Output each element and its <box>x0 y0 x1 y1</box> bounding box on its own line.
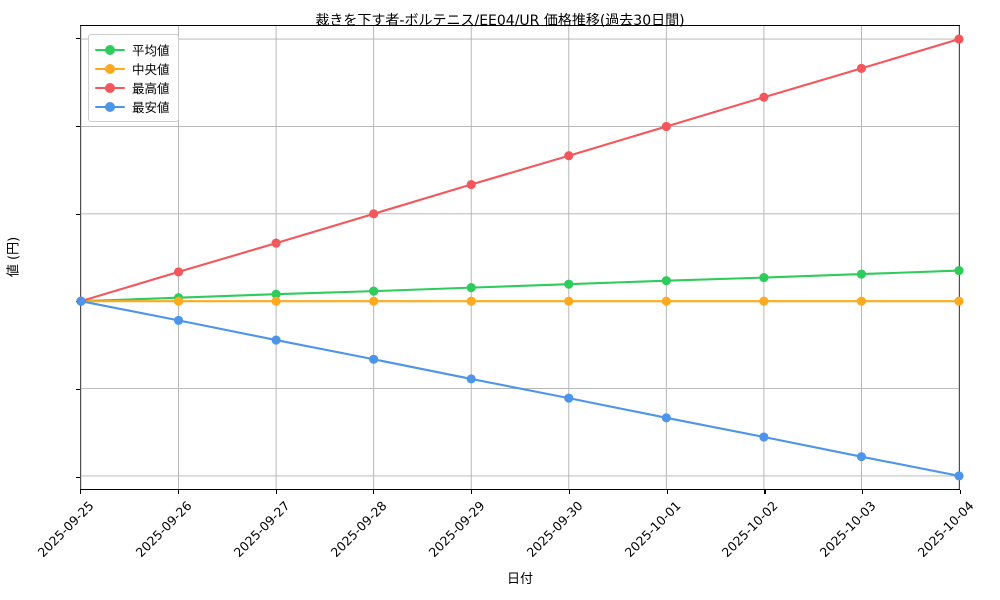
data-point-marker <box>173 296 184 306</box>
legend-swatch-icon <box>95 81 125 95</box>
legend-label: 最安値 <box>132 100 170 115</box>
y-axis-tick-mark <box>76 476 80 478</box>
data-point-marker <box>856 269 867 279</box>
data-point-marker <box>271 238 281 248</box>
data-point-marker <box>954 471 964 481</box>
series-line <box>79 269 961 303</box>
x-axis-tick-mark <box>177 490 179 494</box>
x-axis-tick-mark <box>275 490 277 494</box>
data-point-marker <box>856 452 867 462</box>
x-axis-tick-label: 2025-09-27 <box>230 498 293 560</box>
data-point-marker <box>173 315 184 325</box>
data-point-marker <box>856 296 867 306</box>
x-axis-tick-label: 2025-09-28 <box>327 498 390 560</box>
data-point-marker <box>271 289 281 299</box>
x-axis-tick-label: 2025-10-03 <box>816 498 879 560</box>
data-point-marker <box>76 296 86 306</box>
x-axis-tick-mark <box>568 490 570 494</box>
legend-marker-icon <box>105 101 115 112</box>
x-axis-tick-label: 2025-09-26 <box>132 498 195 560</box>
data-point-marker <box>954 34 964 44</box>
data-point-marker <box>173 267 184 277</box>
legend-item[interactable]: 最安値 <box>95 97 170 116</box>
data-point-marker <box>271 335 281 345</box>
data-point-marker <box>759 92 769 102</box>
legend-label: 中央値 <box>132 62 170 77</box>
x-axis-tick-label: 2025-10-04 <box>914 498 977 560</box>
grid-lines <box>80 26 960 489</box>
chart-legend: 平均値中央値最高値最安値 <box>88 34 179 122</box>
x-axis-tick-label: 2025-09-30 <box>523 498 586 560</box>
x-axis-tick-label: 2025-09-29 <box>425 498 488 560</box>
data-point-marker <box>466 283 476 293</box>
x-axis-tick-mark <box>80 490 82 494</box>
y-axis-tick-mark <box>76 38 80 40</box>
legend-swatch-icon <box>95 100 125 114</box>
x-axis-tick-mark <box>862 490 864 494</box>
legend-item[interactable]: 平均値 <box>95 40 170 59</box>
legend-marker-icon <box>105 44 115 55</box>
series-line <box>79 300 961 477</box>
legend-swatch-icon <box>95 62 125 76</box>
x-axis-tick-label: 2025-10-02 <box>719 498 782 560</box>
data-point-marker <box>954 266 964 276</box>
data-point-marker <box>954 296 964 306</box>
legend-label: 最高値 <box>132 81 170 96</box>
x-axis-tick-mark <box>764 490 766 494</box>
data-point-marker <box>661 121 671 132</box>
y-axis-label: 値 (円) <box>6 236 22 278</box>
y-axis-tick-mark <box>76 389 80 391</box>
x-axis-tick-label: 2025-09-25 <box>34 498 97 560</box>
data-point-marker <box>369 296 379 306</box>
legend-marker-icon <box>105 63 115 74</box>
data-point-marker <box>271 296 281 306</box>
data-point-marker <box>369 209 379 219</box>
legend-item[interactable]: 最高値 <box>95 78 170 97</box>
data-point-marker <box>369 286 379 296</box>
data-point-marker <box>466 374 476 384</box>
x-axis-tick-mark <box>471 490 473 494</box>
series-line <box>79 38 961 303</box>
data-point-marker <box>759 273 769 283</box>
legend-marker-icon <box>105 82 115 93</box>
x-axis-tick-mark <box>373 490 375 494</box>
x-axis-tick-mark <box>666 490 668 494</box>
data-point-marker <box>369 354 379 364</box>
plot-area <box>76 25 964 490</box>
legend-label: 平均値 <box>132 43 170 58</box>
y-axis-tick-mark <box>76 125 80 127</box>
data-point-marker <box>661 276 671 286</box>
y-axis-tick-mark <box>76 213 80 215</box>
legend-item[interactable]: 中央値 <box>95 59 170 78</box>
data-point-marker <box>564 151 574 161</box>
x-axis-label: 日付 <box>506 572 534 587</box>
data-point-marker <box>856 63 867 73</box>
legend-swatch-icon <box>95 43 125 57</box>
x-axis-tick-mark <box>960 490 962 494</box>
data-point-marker <box>759 432 769 442</box>
data-point-marker <box>466 296 476 306</box>
data-point-marker <box>661 296 671 306</box>
x-axis-tick-label: 2025-10-01 <box>621 498 684 560</box>
data-point-marker <box>759 296 769 306</box>
data-point-marker <box>661 413 671 423</box>
data-point-marker <box>564 296 574 306</box>
data-series-layer <box>76 34 964 481</box>
data-point-marker <box>564 393 574 403</box>
data-point-marker <box>466 179 476 190</box>
data-point-marker <box>564 279 574 289</box>
